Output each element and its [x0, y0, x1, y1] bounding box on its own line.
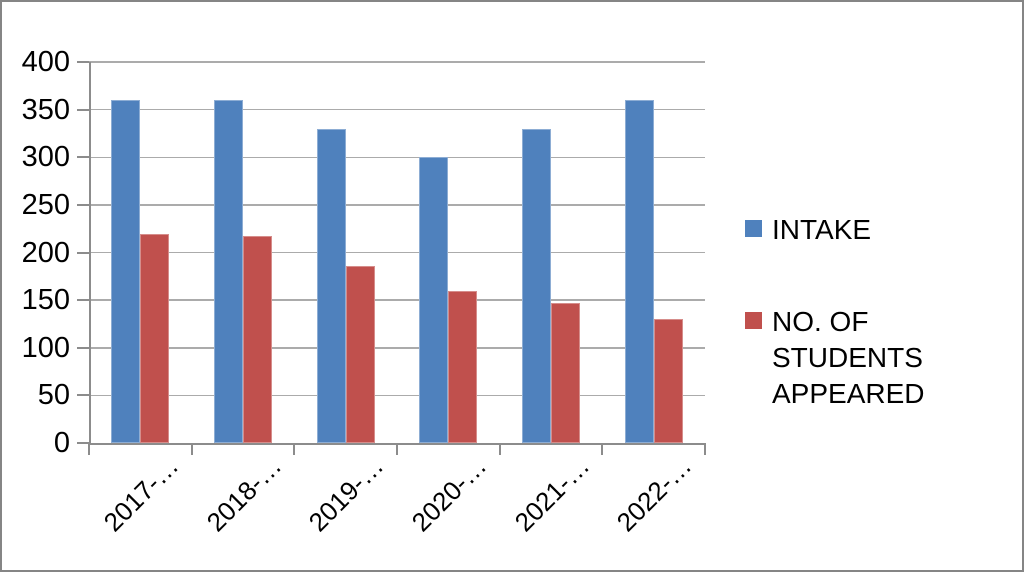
y-axis-tick-label-400: 400 — [21, 46, 70, 78]
gridline-50 — [89, 394, 705, 397]
bar-no-of-students-appeared-2017 — [140, 234, 170, 443]
y-axis-tick-label-100: 100 — [21, 331, 70, 364]
gridline-400 — [89, 61, 705, 63]
y-axis-tick-300 — [77, 156, 89, 159]
bar-no-of-students-appeared-2018 — [243, 236, 272, 443]
legend-label-intake: INTAKE — [772, 214, 872, 245]
y-axis-tick-label-150: 150 — [21, 284, 70, 317]
y-axis-tick-label-300: 300 — [21, 141, 70, 174]
x-axis-label-2020: 2020-… — [405, 450, 493, 538]
bar-no-of-students-appeared-2021 — [551, 302, 580, 443]
y-axis-tick-400 — [77, 61, 89, 63]
bar-no-of-students-appeared-2022 — [653, 319, 683, 443]
x-axis-label-2017: 2017-… — [97, 450, 185, 538]
y-axis-tick-label-0: 0 — [53, 427, 70, 459]
y-axis-tick-350 — [77, 108, 89, 111]
y-axis-tick-50 — [77, 394, 89, 397]
legend-swatch-intake-icon — [745, 220, 762, 237]
y-axis-tick-0 — [77, 442, 89, 444]
x-axis-label-2019: 2019-… — [302, 450, 390, 538]
gridline-150 — [89, 299, 705, 301]
y-axis-tick-250 — [77, 203, 89, 206]
gridline-300 — [89, 156, 705, 158]
legend-label-students-appeared: NO. OF STUDENTS APPEARED — [772, 306, 925, 409]
gridline-100 — [89, 347, 705, 349]
y-axis-tick-150 — [77, 299, 89, 302]
gridline-250 — [89, 204, 705, 206]
y-axis-tick-label-200: 200 — [21, 236, 70, 269]
x-axis-tick-3 — [396, 443, 398, 455]
y-axis-line — [89, 62, 91, 443]
y-axis-tick-200 — [77, 251, 89, 254]
x-axis-tick-1 — [190, 443, 193, 455]
x-axis-tick-0 — [88, 443, 90, 455]
bar-no-of-students-appeared-2019 — [345, 265, 375, 443]
y-axis-tick-label-350: 350 — [21, 93, 70, 126]
bar-intake-2022 — [624, 100, 654, 443]
bar-intake-2020 — [419, 157, 449, 443]
x-axis-tick-6 — [704, 443, 706, 455]
bar-intake-2021 — [522, 128, 551, 443]
x-axis-tick-2 — [293, 443, 296, 455]
y-axis-tick-label-50: 50 — [37, 379, 70, 412]
gridline-350 — [89, 108, 705, 111]
legend-item-students-appeared: NO. OF STUDENTS APPEARED — [745, 304, 1013, 411]
x-axis-tick-5 — [601, 443, 604, 455]
gridline-200 — [89, 251, 705, 254]
legend-item-intake: INTAKE — [745, 212, 1013, 248]
bar-intake-2018 — [214, 100, 243, 443]
x-axis-label-2021: 2021-… — [508, 450, 595, 538]
y-axis-tick-100 — [77, 346, 89, 349]
bar-no-of-students-appeared-2020 — [448, 290, 478, 443]
y-axis-tick-label-250: 250 — [21, 188, 70, 221]
bar-intake-2019 — [316, 128, 346, 443]
legend-swatch-students-appeared-icon — [745, 312, 762, 329]
x-axis-label-2018: 2018-… — [200, 450, 287, 538]
x-axis-label-2022: 2022-… — [610, 450, 698, 538]
bar-intake-2017 — [111, 100, 141, 443]
x-axis-tick-4 — [498, 443, 501, 455]
